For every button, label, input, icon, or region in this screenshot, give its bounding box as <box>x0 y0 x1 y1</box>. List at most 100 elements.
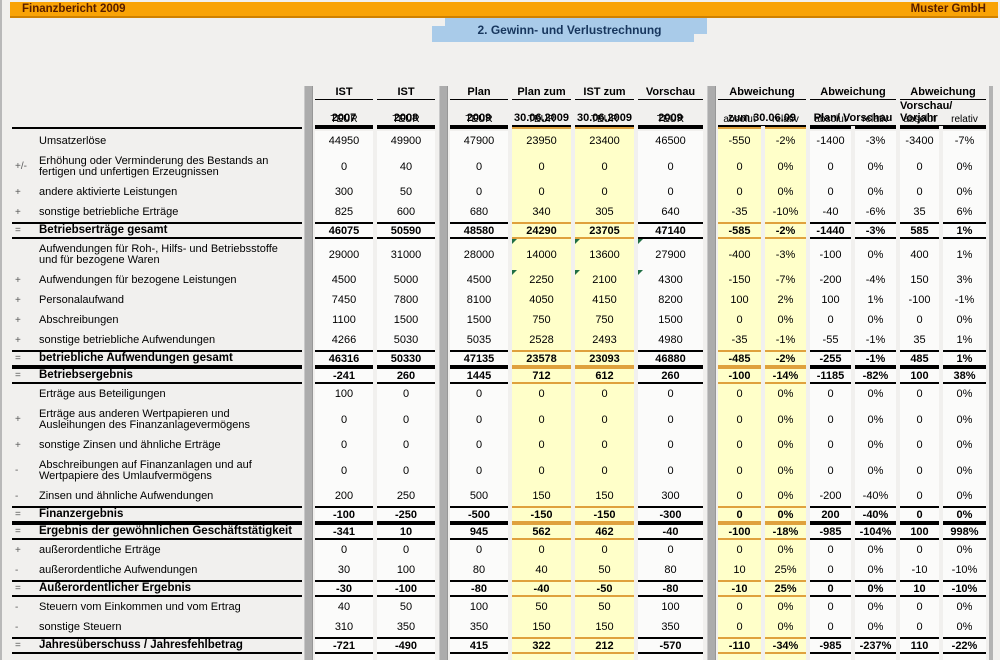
cell-abw-zum-30-06-09-absolut[interactable]: 0 <box>718 455 761 486</box>
col-sub-abw-plan-vorschau-absolut[interactable]: absolut <box>810 114 851 127</box>
cell-abw-plan-vorschau-relativ[interactable]: 0% <box>855 580 896 597</box>
cell-plan-2009[interactable]: 80 <box>450 560 508 580</box>
cell-plan-zum-30-06-2009[interactable]: 14000 <box>512 239 571 270</box>
cell-vorschau-2009[interactable]: 0 <box>638 182 703 202</box>
cell-plan-zum-30-06-2009[interactable]: 0 <box>512 435 571 455</box>
cell-ist-zum-30-06-2009[interactable]: 0 <box>575 182 634 202</box>
cell-abw-vorschau-vorjahr-relativ[interactable]: 1% <box>943 330 986 350</box>
cell-plan-zum-30-06-2009[interactable]: 150 <box>512 486 571 506</box>
cell-abw-vorschau-vorjahr-absolut[interactable]: 0 <box>900 435 939 455</box>
cell-vorschau-2009[interactable]: 27900 <box>638 239 703 270</box>
cell-abw-plan-vorschau-relativ[interactable]: 0% <box>855 560 896 580</box>
cell-abw-zum-30-06-09-absolut[interactable]: 0 <box>718 384 761 404</box>
col-sub-abw-zum-30-06-09-absolut[interactable]: absolut <box>718 114 761 127</box>
col-header-abw-vorschau-vorjahr[interactable]: Abweichung <box>900 86 986 100</box>
cell-plan-zum-30-06-2009[interactable]: -40 <box>512 580 571 597</box>
cell-abw-vorschau-vorjahr-relativ[interactable]: 0% <box>943 597 986 617</box>
cell-ist-2008[interactable]: 40 <box>377 151 435 182</box>
cell-ist-2007[interactable]: 7450 <box>315 290 373 310</box>
cell-abw-plan-vorschau-absolut[interactable]: 0 <box>810 435 851 455</box>
cell-abw-zum-30-06-09-relativ[interactable]: 0% <box>765 384 806 404</box>
cell-ist-zum-30-06-2009[interactable]: 2100 <box>575 270 634 290</box>
cell-vorschau-2009[interactable]: 80 <box>638 560 703 580</box>
cell-abw-plan-vorschau-absolut[interactable]: 0 <box>810 384 851 404</box>
col-header-ist-zum-30-06-2009[interactable]: IST zum <box>575 86 634 100</box>
row-label-cell[interactable]: = Betriebsergebnis <box>12 367 302 384</box>
cell-ist-2008[interactable]: 5030 <box>377 330 435 350</box>
col-header-ist-zum-30-06-2009[interactable]: 30.06.2009 <box>575 100 634 126</box>
cell-plan-2009[interactable]: 1445 <box>450 367 508 384</box>
cell-abw-plan-vorschau-relativ[interactable]: -40% <box>855 486 896 506</box>
cell-abw-plan-vorschau-relativ[interactable]: 0% <box>855 404 896 435</box>
cell-abw-plan-vorschau-absolut[interactable]: -1185 <box>810 367 851 384</box>
cell-plan-zum-30-06-2009[interactable]: 0 <box>512 151 571 182</box>
cell-abw-zum-30-06-09-relativ[interactable]: 0% <box>765 506 806 523</box>
cell-ist-2007[interactable]: 1100 <box>315 310 373 330</box>
cell-abw-vorschau-vorjahr-absolut[interactable]: -100 <box>900 290 939 310</box>
cell-ist-2008[interactable]: 0 <box>377 384 435 404</box>
cell-abw-vorschau-vorjahr-relativ[interactable]: 3% <box>943 270 986 290</box>
cell-ist-2007[interactable]: 30 <box>315 560 373 580</box>
cell-abw-zum-30-06-09-relativ[interactable]: 0% <box>765 435 806 455</box>
cell-plan-2009[interactable]: 0 <box>450 455 508 486</box>
cell-plan-zum-30-06-2009[interactable]: 0 <box>512 455 571 486</box>
cell-ist-2008[interactable]: 100 <box>377 560 435 580</box>
cell-abw-vorschau-vorjahr-absolut[interactable]: 150 <box>900 270 939 290</box>
cell-ist-2008[interactable]: 0 <box>377 435 435 455</box>
col-header-abw-vorschau-vorjahr[interactable]: Vorschau/ Vorjahr <box>900 100 986 126</box>
cell-ist-2007[interactable]: -241 <box>315 367 373 384</box>
cell-ist-2008[interactable]: 10 <box>377 523 435 540</box>
cell-abw-plan-vorschau-relativ[interactable]: 0% <box>855 435 896 455</box>
cell-ist-zum-30-06-2009[interactable]: 305 <box>575 202 634 222</box>
cell-plan-2009[interactable]: 100 <box>450 597 508 617</box>
cell-abw-zum-30-06-09-relativ[interactable]: 0% <box>765 486 806 506</box>
cell-vorschau-2009[interactable]: 0 <box>638 540 703 560</box>
cell-ist-zum-30-06-2009[interactable]: 750 <box>575 310 634 330</box>
row-label-cell[interactable]: + Aufwendungen für bezogene Leistungen <box>12 270 302 290</box>
cell-vorschau-2009[interactable]: 8200 <box>638 290 703 310</box>
cell-abw-zum-30-06-09-absolut[interactable]: 0 <box>718 506 761 523</box>
cell-plan-zum-30-06-2009[interactable]: 24290 <box>512 222 571 239</box>
cell-abw-vorschau-vorjahr-relativ[interactable]: -1% <box>943 290 986 310</box>
col-header-plan-zum-30-06-2009[interactable]: Plan zum <box>512 86 571 100</box>
row-label-cell[interactable]: - Steuern vom Einkommen und vom Ertrag <box>12 597 302 617</box>
cell-abw-zum-30-06-09-relativ[interactable]: -2% <box>765 222 806 239</box>
col-sub-abw-vorschau-vorjahr-absolut[interactable]: absolut <box>900 114 939 127</box>
cell-vorschau-2009[interactable]: -40 <box>638 523 703 540</box>
cell-plan-2009[interactable]: 28000 <box>450 239 508 270</box>
cell-abw-plan-vorschau-absolut[interactable]: 0 <box>810 597 851 617</box>
cell-abw-vorschau-vorjahr-relativ[interactable]: 0% <box>943 435 986 455</box>
col-header-abw-zum-30-06-09[interactable]: Abweichung <box>718 86 806 100</box>
cell-abw-zum-30-06-09-absolut[interactable]: 0 <box>718 310 761 330</box>
cell-ist-2008[interactable]: 50 <box>377 597 435 617</box>
cell-ist-2007[interactable]: 46316 <box>315 350 373 367</box>
cell-abw-plan-vorschau-absolut[interactable]: -200 <box>810 486 851 506</box>
cell-abw-zum-30-06-09-relativ[interactable]: 25% <box>765 560 806 580</box>
cell-abw-zum-30-06-09-relativ[interactable]: 0% <box>765 404 806 435</box>
cell-abw-plan-vorschau-relativ[interactable]: -6% <box>855 202 896 222</box>
cell-abw-zum-30-06-09-relativ[interactable]: -1% <box>765 330 806 350</box>
cell-abw-plan-vorschau-relativ[interactable]: -1% <box>855 350 896 367</box>
cell-abw-vorschau-vorjahr-relativ[interactable]: 0% <box>943 404 986 435</box>
cell-abw-vorschau-vorjahr-absolut[interactable]: -10 <box>900 560 939 580</box>
cell-ist-2007[interactable]: 310 <box>315 617 373 637</box>
cell-plan-2009[interactable]: 500 <box>450 486 508 506</box>
cell-abw-vorschau-vorjahr-relativ[interactable]: 0% <box>943 151 986 182</box>
cell-abw-plan-vorschau-absolut[interactable]: -985 <box>810 523 851 540</box>
col-header-ist-2007[interactable]: IST <box>315 86 373 100</box>
cell-vorschau-2009[interactable]: 0 <box>638 455 703 486</box>
cell-plan-zum-30-06-2009[interactable]: 322 <box>512 637 571 654</box>
cell-plan-zum-30-06-2009[interactable]: 50 <box>512 597 571 617</box>
cell-vorschau-2009[interactable]: 300 <box>638 486 703 506</box>
cell-abw-plan-vorschau-absolut[interactable]: -1440 <box>810 222 851 239</box>
cell-ist-zum-30-06-2009[interactable]: 50 <box>575 597 634 617</box>
cell-vorschau-2009[interactable]: 0 <box>638 151 703 182</box>
row-label-cell[interactable]: = Finanzergebnis <box>12 506 302 523</box>
cell-plan-zum-30-06-2009[interactable]: 2250 <box>512 270 571 290</box>
cell-abw-vorschau-vorjahr-absolut[interactable]: 35 <box>900 330 939 350</box>
cell-vorschau-2009[interactable]: 0 <box>638 404 703 435</box>
cell-abw-zum-30-06-09-relativ[interactable]: -34% <box>765 637 806 654</box>
cell-abw-zum-30-06-09-absolut[interactable]: -100 <box>718 523 761 540</box>
cell-abw-vorschau-vorjahr-absolut[interactable]: 0 <box>900 404 939 435</box>
cell-ist-2007[interactable]: 44950 <box>315 131 373 151</box>
